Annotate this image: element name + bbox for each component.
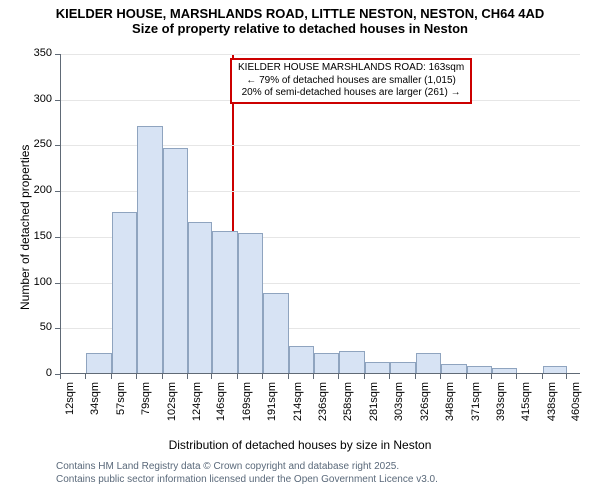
x-tick-mark xyxy=(60,374,61,379)
y-tick-label: 100 xyxy=(34,276,52,288)
y-tick-mark xyxy=(55,191,60,192)
x-tick-mark xyxy=(313,374,314,379)
x-axis-label: Distribution of detached houses by size … xyxy=(0,438,600,452)
histogram-bar xyxy=(416,353,441,373)
histogram-bar xyxy=(289,346,314,373)
histogram-bar xyxy=(238,233,263,373)
x-tick-label: 438sqm xyxy=(546,382,558,436)
histogram-bar xyxy=(137,126,163,373)
x-tick-label: 326sqm xyxy=(419,382,431,436)
x-tick-label: 236sqm xyxy=(317,382,329,436)
x-tick-mark xyxy=(111,374,112,379)
annotation-line: KIELDER HOUSE MARSHLANDS ROAD: 163sqm xyxy=(238,62,464,75)
x-tick-label: 393sqm xyxy=(495,382,507,436)
y-tick-label: 250 xyxy=(34,138,52,150)
title-line-1: KIELDER HOUSE, MARSHLANDS ROAD, LITTLE N… xyxy=(0,6,600,21)
x-tick-mark xyxy=(415,374,416,379)
histogram-bar xyxy=(543,366,568,373)
x-tick-label: 124sqm xyxy=(191,382,203,436)
y-tick-label: 0 xyxy=(46,367,52,379)
x-tick-mark xyxy=(288,374,289,379)
y-axis-label: Number of detached properties xyxy=(18,145,32,310)
x-tick-mark xyxy=(566,374,567,379)
x-tick-label: 348sqm xyxy=(444,382,456,436)
histogram-bar xyxy=(263,293,289,373)
histogram-bar xyxy=(390,362,416,373)
x-tick-mark xyxy=(85,374,86,379)
histogram-bar xyxy=(467,366,492,373)
footer-line: Contains public sector information licen… xyxy=(56,473,438,486)
x-tick-label: 258sqm xyxy=(342,382,354,436)
y-tick-mark xyxy=(55,237,60,238)
y-tick-mark xyxy=(55,145,60,146)
histogram-bar xyxy=(112,212,137,373)
x-tick-mark xyxy=(542,374,543,379)
grid-line xyxy=(61,54,580,55)
x-tick-label: 169sqm xyxy=(241,382,253,436)
histogram-bar xyxy=(212,231,238,373)
y-tick-label: 200 xyxy=(34,184,52,196)
x-tick-mark xyxy=(262,374,263,379)
y-tick-mark xyxy=(55,100,60,101)
y-tick-label: 150 xyxy=(34,230,52,242)
x-tick-mark xyxy=(516,374,517,379)
chart-title-block: KIELDER HOUSE, MARSHLANDS ROAD, LITTLE N… xyxy=(0,0,600,36)
histogram-bar xyxy=(314,353,339,373)
x-tick-mark xyxy=(466,374,467,379)
x-tick-label: 214sqm xyxy=(292,382,304,436)
footer-line: Contains HM Land Registry data © Crown c… xyxy=(56,460,438,473)
x-tick-label: 146sqm xyxy=(215,382,227,436)
histogram-bar xyxy=(441,364,467,373)
y-tick-mark xyxy=(55,328,60,329)
x-tick-mark xyxy=(338,374,339,379)
x-tick-label: 191sqm xyxy=(266,382,278,436)
x-tick-mark xyxy=(491,374,492,379)
histogram-bar xyxy=(365,362,390,373)
x-tick-label: 415sqm xyxy=(520,382,532,436)
footer-note: Contains HM Land Registry data © Crown c… xyxy=(56,460,438,486)
x-tick-label: 102sqm xyxy=(166,382,178,436)
x-tick-mark xyxy=(364,374,365,379)
y-tick-label: 350 xyxy=(34,47,52,59)
x-tick-mark xyxy=(211,374,212,379)
x-tick-label: 79sqm xyxy=(140,382,152,436)
histogram-bar xyxy=(339,351,365,373)
x-tick-mark xyxy=(162,374,163,379)
annotation-line: ← 79% of detached houses are smaller (1,… xyxy=(238,75,464,88)
y-tick-mark xyxy=(55,283,60,284)
y-tick-mark xyxy=(55,54,60,55)
histogram-bar xyxy=(188,222,213,373)
annotation-box: KIELDER HOUSE MARSHLANDS ROAD: 163sqm ← … xyxy=(230,58,472,104)
x-tick-label: 303sqm xyxy=(393,382,405,436)
x-tick-mark xyxy=(440,374,441,379)
x-tick-mark xyxy=(136,374,137,379)
histogram-bar xyxy=(86,353,112,373)
histogram-bar xyxy=(163,148,188,373)
x-tick-label: 371sqm xyxy=(470,382,482,436)
title-line-2: Size of property relative to detached ho… xyxy=(0,21,600,36)
x-tick-mark xyxy=(237,374,238,379)
x-tick-label: 34sqm xyxy=(89,382,101,436)
x-tick-mark xyxy=(187,374,188,379)
histogram-bar xyxy=(492,368,517,373)
x-tick-label: 57sqm xyxy=(115,382,127,436)
y-tick-label: 50 xyxy=(40,321,52,333)
x-tick-mark xyxy=(389,374,390,379)
x-tick-label: 281sqm xyxy=(368,382,380,436)
x-tick-label: 12sqm xyxy=(64,382,76,436)
y-tick-label: 300 xyxy=(34,93,52,105)
x-tick-label: 460sqm xyxy=(570,382,582,436)
annotation-line: 20% of semi-detached houses are larger (… xyxy=(238,87,464,100)
